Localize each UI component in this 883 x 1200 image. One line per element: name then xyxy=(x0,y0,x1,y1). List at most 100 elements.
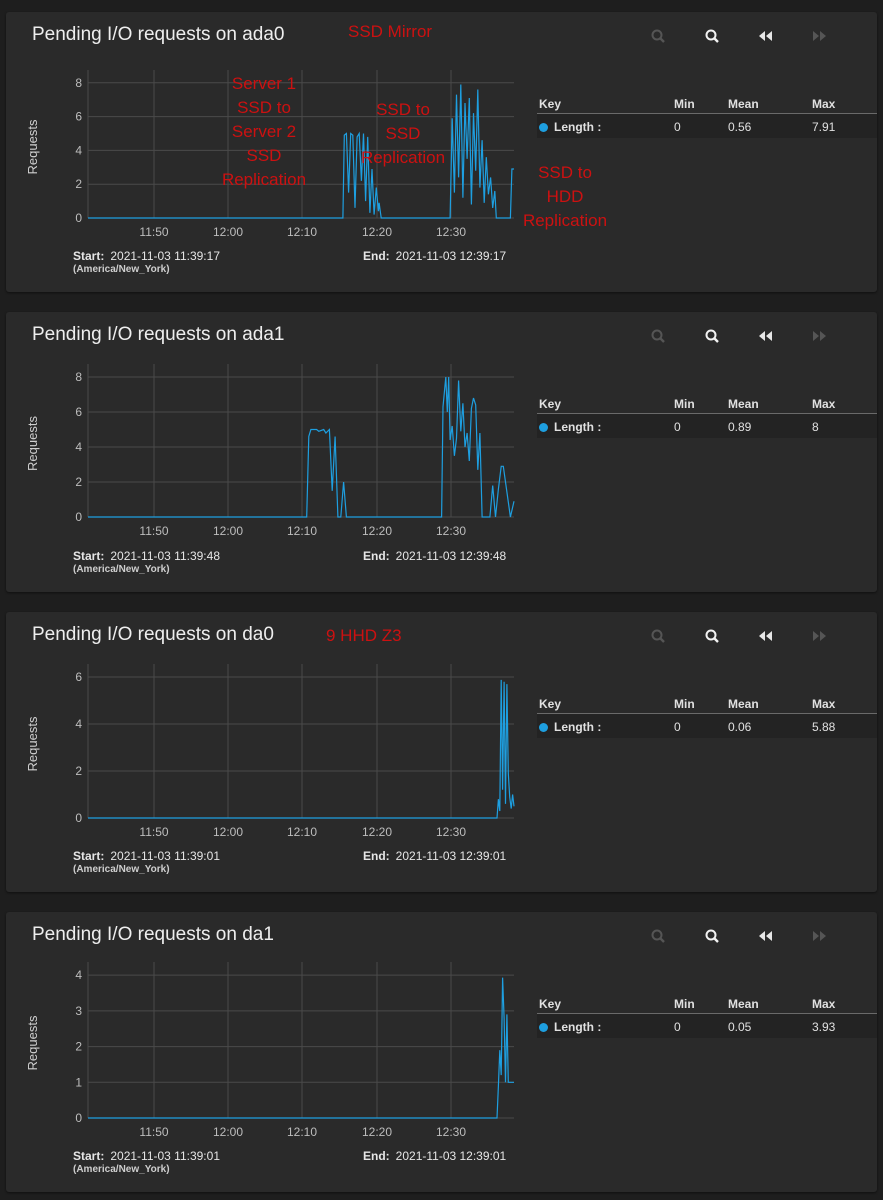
x-tick-label: 12:30 xyxy=(436,524,466,538)
end-value: 2021-11-03 12:39:17 xyxy=(395,249,507,263)
y-axis-label: Requests xyxy=(25,716,40,771)
zoom-in-button[interactable] xyxy=(646,926,670,946)
legend-header-key: Key xyxy=(539,997,562,1011)
series-line-length xyxy=(88,376,515,518)
step-back-icon xyxy=(759,631,772,641)
zoom-out-button[interactable] xyxy=(700,626,724,646)
legend-header-key: Key xyxy=(539,97,562,111)
step-forward-button[interactable] xyxy=(808,626,832,646)
x-tick-label: 12:00 xyxy=(213,225,243,239)
step-forward-button[interactable] xyxy=(808,326,832,346)
chart-plot: 0 2 4 6 8 11:50 12:00 12:10 12:20 12:30 Requests xyxy=(25,70,514,239)
legend-row: Length : 0 0.06 5.88 xyxy=(537,714,877,738)
legend-series-name: Length : xyxy=(554,720,602,734)
chart-title: Pending I/O requests on da0 xyxy=(32,624,274,645)
start-label: Start: xyxy=(73,849,105,863)
legend-table: Key Min Mean Max Length : 0 0.89 8 xyxy=(537,393,877,438)
legend-mean-value: 0.05 xyxy=(728,1020,752,1034)
end-range: End: 2021-11-03 12:39:17 xyxy=(363,249,506,263)
y-tick-label: 6 xyxy=(75,110,82,124)
annotation-line: SSD xyxy=(246,146,282,165)
y-tick-label: 2 xyxy=(75,475,82,489)
legend-header-key: Key xyxy=(539,397,562,411)
x-tick-label: 12:30 xyxy=(436,825,466,839)
legend-mean-value: 0.06 xyxy=(728,720,752,734)
legend-header-mean: Mean xyxy=(728,397,759,411)
end-range: End: 2021-11-03 12:39:01 xyxy=(363,1149,506,1163)
legend-min-value: 0 xyxy=(674,720,681,734)
y-tick-label: 0 xyxy=(75,510,82,524)
legend-key[interactable]: Length : xyxy=(539,120,601,134)
legend-header-key: Key xyxy=(539,697,562,711)
y-tick-label: 4 xyxy=(75,968,82,982)
step-forward-icon xyxy=(813,331,826,341)
end-value: 2021-11-03 12:39:48 xyxy=(395,549,507,563)
x-tick-label: 12:20 xyxy=(362,524,392,538)
legend-key[interactable]: Length : xyxy=(539,720,601,734)
y-tick-label: 4 xyxy=(75,143,82,157)
legend-header-min: Min xyxy=(674,397,695,411)
chart-title: Pending I/O requests on ada0 xyxy=(32,24,285,45)
timezone: (America/New_York) xyxy=(73,1164,170,1175)
start-value: 2021-11-03 11:39:01 xyxy=(110,1149,220,1163)
x-tick-label: 11:50 xyxy=(139,524,168,538)
legend-series-name: Length : xyxy=(554,1020,602,1034)
legend-min-value: 0 xyxy=(674,120,681,134)
legend-max-value: 7.91 xyxy=(812,120,836,134)
annotation-text: Server 1 SSD to Server 2 SSD Replication xyxy=(222,72,306,192)
series-line-length xyxy=(88,977,514,1119)
legend-header-min: Min xyxy=(674,997,695,1011)
step-back-button[interactable] xyxy=(754,326,778,346)
y-axis-label: Requests xyxy=(25,416,40,471)
zoom-out-button[interactable] xyxy=(700,926,724,946)
zoom-in-button[interactable] xyxy=(646,326,670,346)
zoom-out-icon xyxy=(705,629,719,643)
legend-row: Length : 0 0.56 7.91 xyxy=(537,114,877,138)
y-tick-label: 2 xyxy=(75,177,82,191)
chart-card: Pending I/O requests on da0 9 HHD Z3 0 2 4 6 1… xyxy=(6,612,877,892)
zoom-out-button[interactable] xyxy=(700,326,724,346)
zoom-in-icon xyxy=(651,929,665,943)
step-back-button[interactable] xyxy=(754,626,778,646)
end-label: End: xyxy=(363,849,390,863)
y-tick-label: 2 xyxy=(75,1040,82,1054)
chart-plot: 0 2 4 6 11:50 12:00 12:10 12:20 12:30 Requests xyxy=(25,664,515,839)
annotation-line: SSD to xyxy=(237,98,291,117)
x-tick-label: 12:00 xyxy=(213,524,243,538)
legend-key[interactable]: Length : xyxy=(539,1020,601,1034)
legend-header-mean: Mean xyxy=(728,697,759,711)
step-forward-button[interactable] xyxy=(808,926,832,946)
legend-max-value: 5.88 xyxy=(812,720,836,734)
zoom-in-icon xyxy=(651,329,665,343)
end-range: End: 2021-11-03 12:39:48 xyxy=(363,549,506,563)
legend-header-mean: Mean xyxy=(728,997,759,1011)
y-tick-label: 6 xyxy=(75,670,82,684)
step-forward-button[interactable] xyxy=(808,26,832,46)
annotation-line: SSD to xyxy=(376,100,430,119)
y-tick-label: 3 xyxy=(75,1004,82,1018)
legend-key[interactable]: Length : xyxy=(539,420,601,434)
y-tick-label: 8 xyxy=(75,370,82,384)
zoom-in-icon xyxy=(651,629,665,643)
x-tick-label: 12:20 xyxy=(362,825,392,839)
legend-header: Key Min Mean Max xyxy=(537,693,877,714)
x-tick-label: 11:50 xyxy=(139,825,168,839)
annotation-text: SSD to HDD Replication xyxy=(523,161,607,233)
chart-card: Pending I/O requests on ada1 0 2 4 6 8 11:50 12… xyxy=(6,312,877,592)
x-tick-label: 11:50 xyxy=(139,225,168,239)
timezone: (America/New_York) xyxy=(73,564,170,575)
x-tick-label: 12:00 xyxy=(213,825,243,839)
step-back-button[interactable] xyxy=(754,26,778,46)
annotation-text: SSD Mirror xyxy=(348,22,433,41)
step-back-button[interactable] xyxy=(754,926,778,946)
zoom-in-button[interactable] xyxy=(646,26,670,46)
zoom-in-button[interactable] xyxy=(646,626,670,646)
annotation-line: Replication xyxy=(522,211,608,230)
end-label: End: xyxy=(363,249,390,263)
start-label: Start: xyxy=(73,549,105,563)
zoom-out-icon xyxy=(705,929,719,943)
chart-card: Pending I/O requests on da1 0 1 2 3 4 11:50 12:… xyxy=(6,912,877,1192)
annotation-line: Server 1 xyxy=(231,74,297,93)
zoom-out-button[interactable] xyxy=(700,26,724,46)
start-label: Start: xyxy=(73,249,105,263)
